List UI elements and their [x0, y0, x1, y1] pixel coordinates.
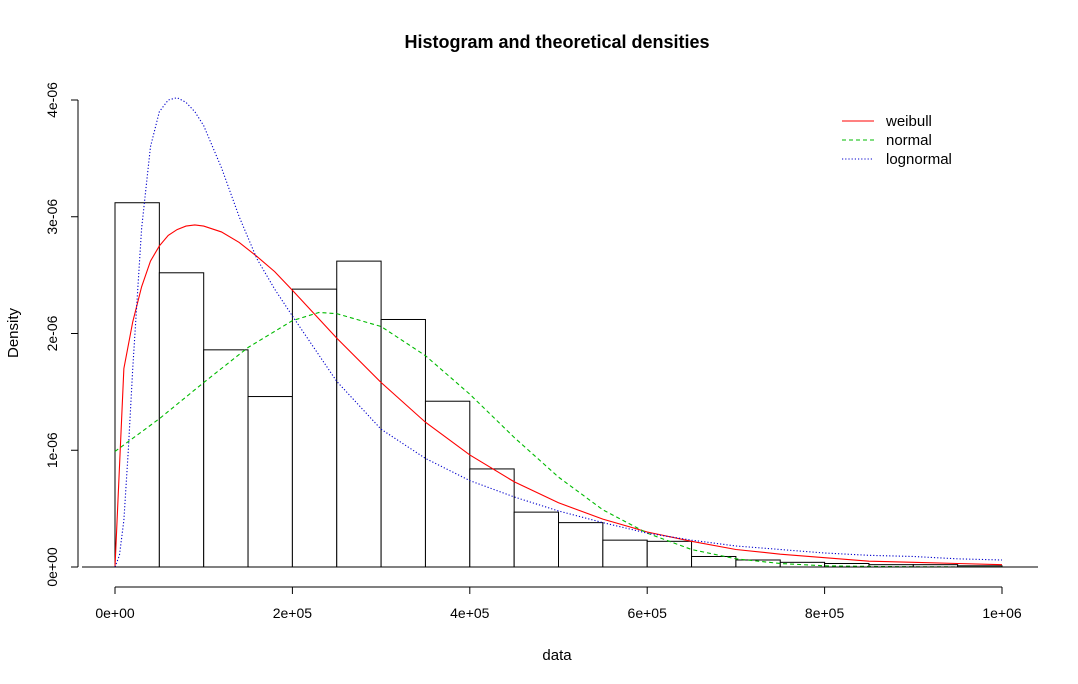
x-tick-label: 0e+00	[95, 605, 135, 621]
x-axis-title: data	[542, 647, 572, 664]
histogram-bar	[336, 260, 382, 568]
weibull-legend-label: weibull	[885, 113, 932, 130]
histogram-bar	[646, 540, 693, 568]
histogram-bar	[291, 288, 338, 568]
x-axis: 0e+00 2e+05 4e+05 6e+05 8e+05 1e+06	[95, 586, 1022, 621]
y-tick-label: 4e-06	[44, 82, 60, 118]
x-tick-label: 2e+05	[273, 605, 313, 621]
x-tick-label: 4e+05	[450, 605, 490, 621]
lognormal-legend-label: lognormal	[886, 151, 952, 168]
histogram-bar	[602, 539, 648, 568]
histogram-bar	[779, 561, 826, 568]
density-curves	[114, 97, 1003, 568]
histogram-bar	[691, 555, 737, 568]
histogram-bar	[158, 272, 205, 568]
y-tick-label: 1e-06	[44, 432, 60, 468]
histogram-bar	[469, 468, 515, 568]
histogram-bars	[114, 202, 1003, 568]
histogram-bar	[203, 349, 249, 568]
x-tick-label: 8e+05	[805, 605, 845, 621]
lognormal-density-curve	[114, 97, 1003, 568]
histogram-bar	[513, 511, 560, 568]
histogram-bar	[247, 396, 293, 568]
x-tick-label: 6e+05	[628, 605, 668, 621]
y-tick-label: 3e-06	[44, 199, 60, 235]
legend: weibull normal lognormal	[842, 113, 952, 168]
weibull-density-curve	[114, 224, 1003, 568]
histogram-bar	[114, 202, 160, 568]
y-tick-label: 2e-06	[44, 315, 60, 351]
y-axis-title: Density	[5, 307, 22, 358]
histogram-bar	[424, 400, 471, 568]
histogram-bar	[558, 522, 604, 568]
normal-density-curve	[114, 311, 1003, 568]
chart-title: Histogram and theoretical densities	[404, 32, 709, 52]
x-tick-label: 1e+06	[982, 605, 1022, 621]
normal-legend-label: normal	[886, 132, 932, 149]
y-tick-label: 0e+00	[44, 547, 60, 587]
y-axis: 0e+00 1e-06 2e-06 3e-06 4e-06	[44, 82, 79, 587]
